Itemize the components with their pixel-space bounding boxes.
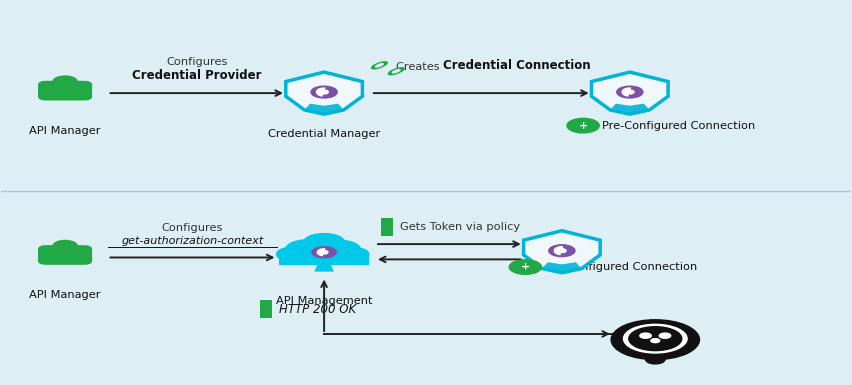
Circle shape [303,234,345,253]
Polygon shape [304,104,343,114]
Polygon shape [542,262,582,273]
Circle shape [625,90,634,94]
FancyBboxPatch shape [279,253,370,264]
Circle shape [53,76,78,87]
Circle shape [624,324,687,353]
Circle shape [285,240,330,260]
Text: HTTP 200 OK: HTTP 200 OK [279,303,356,316]
Text: Configures: Configures [166,57,227,67]
Circle shape [340,248,369,261]
Polygon shape [376,64,383,67]
Polygon shape [524,231,600,273]
Text: Configures: Configures [162,223,223,233]
Circle shape [312,247,337,258]
Text: API Manager: API Manager [29,290,101,300]
Circle shape [651,339,659,343]
FancyBboxPatch shape [381,218,393,236]
Text: API Manager: API Manager [29,126,101,136]
Circle shape [53,241,78,251]
Text: +: + [579,121,588,131]
Circle shape [549,245,575,256]
Circle shape [320,251,328,254]
Circle shape [659,333,671,338]
Polygon shape [314,264,334,272]
Text: Creates: Creates [396,62,444,72]
Circle shape [567,118,599,133]
Circle shape [640,333,651,338]
Text: +: + [521,262,530,272]
Circle shape [509,260,542,274]
Polygon shape [389,68,404,75]
Text: Credential Manager: Credential Manager [268,129,380,139]
Circle shape [617,86,643,98]
Polygon shape [285,72,362,114]
Text: Gets Token via policy: Gets Token via policy [400,222,520,232]
Polygon shape [625,321,656,332]
Text: API Management: API Management [276,296,372,306]
Text: Credential Provider: Credential Provider [132,69,262,82]
Polygon shape [591,72,668,114]
Text: Pre-Configured Connection: Pre-Configured Connection [602,121,755,131]
FancyBboxPatch shape [38,81,92,100]
Text: get-authorization-context: get-authorization-context [121,236,263,246]
Circle shape [320,90,328,94]
Polygon shape [610,104,649,114]
Polygon shape [371,62,387,69]
FancyBboxPatch shape [261,300,273,318]
Polygon shape [393,70,400,73]
Circle shape [629,327,682,351]
Circle shape [611,320,699,360]
FancyBboxPatch shape [38,245,92,265]
Text: Pre-Configured Connection: Pre-Configured Connection [544,262,697,272]
Circle shape [646,355,665,364]
Circle shape [558,249,566,253]
Circle shape [311,86,337,98]
Text: Credential Connection: Credential Connection [443,59,590,72]
Circle shape [277,247,308,261]
Polygon shape [654,321,685,332]
Circle shape [319,240,360,259]
